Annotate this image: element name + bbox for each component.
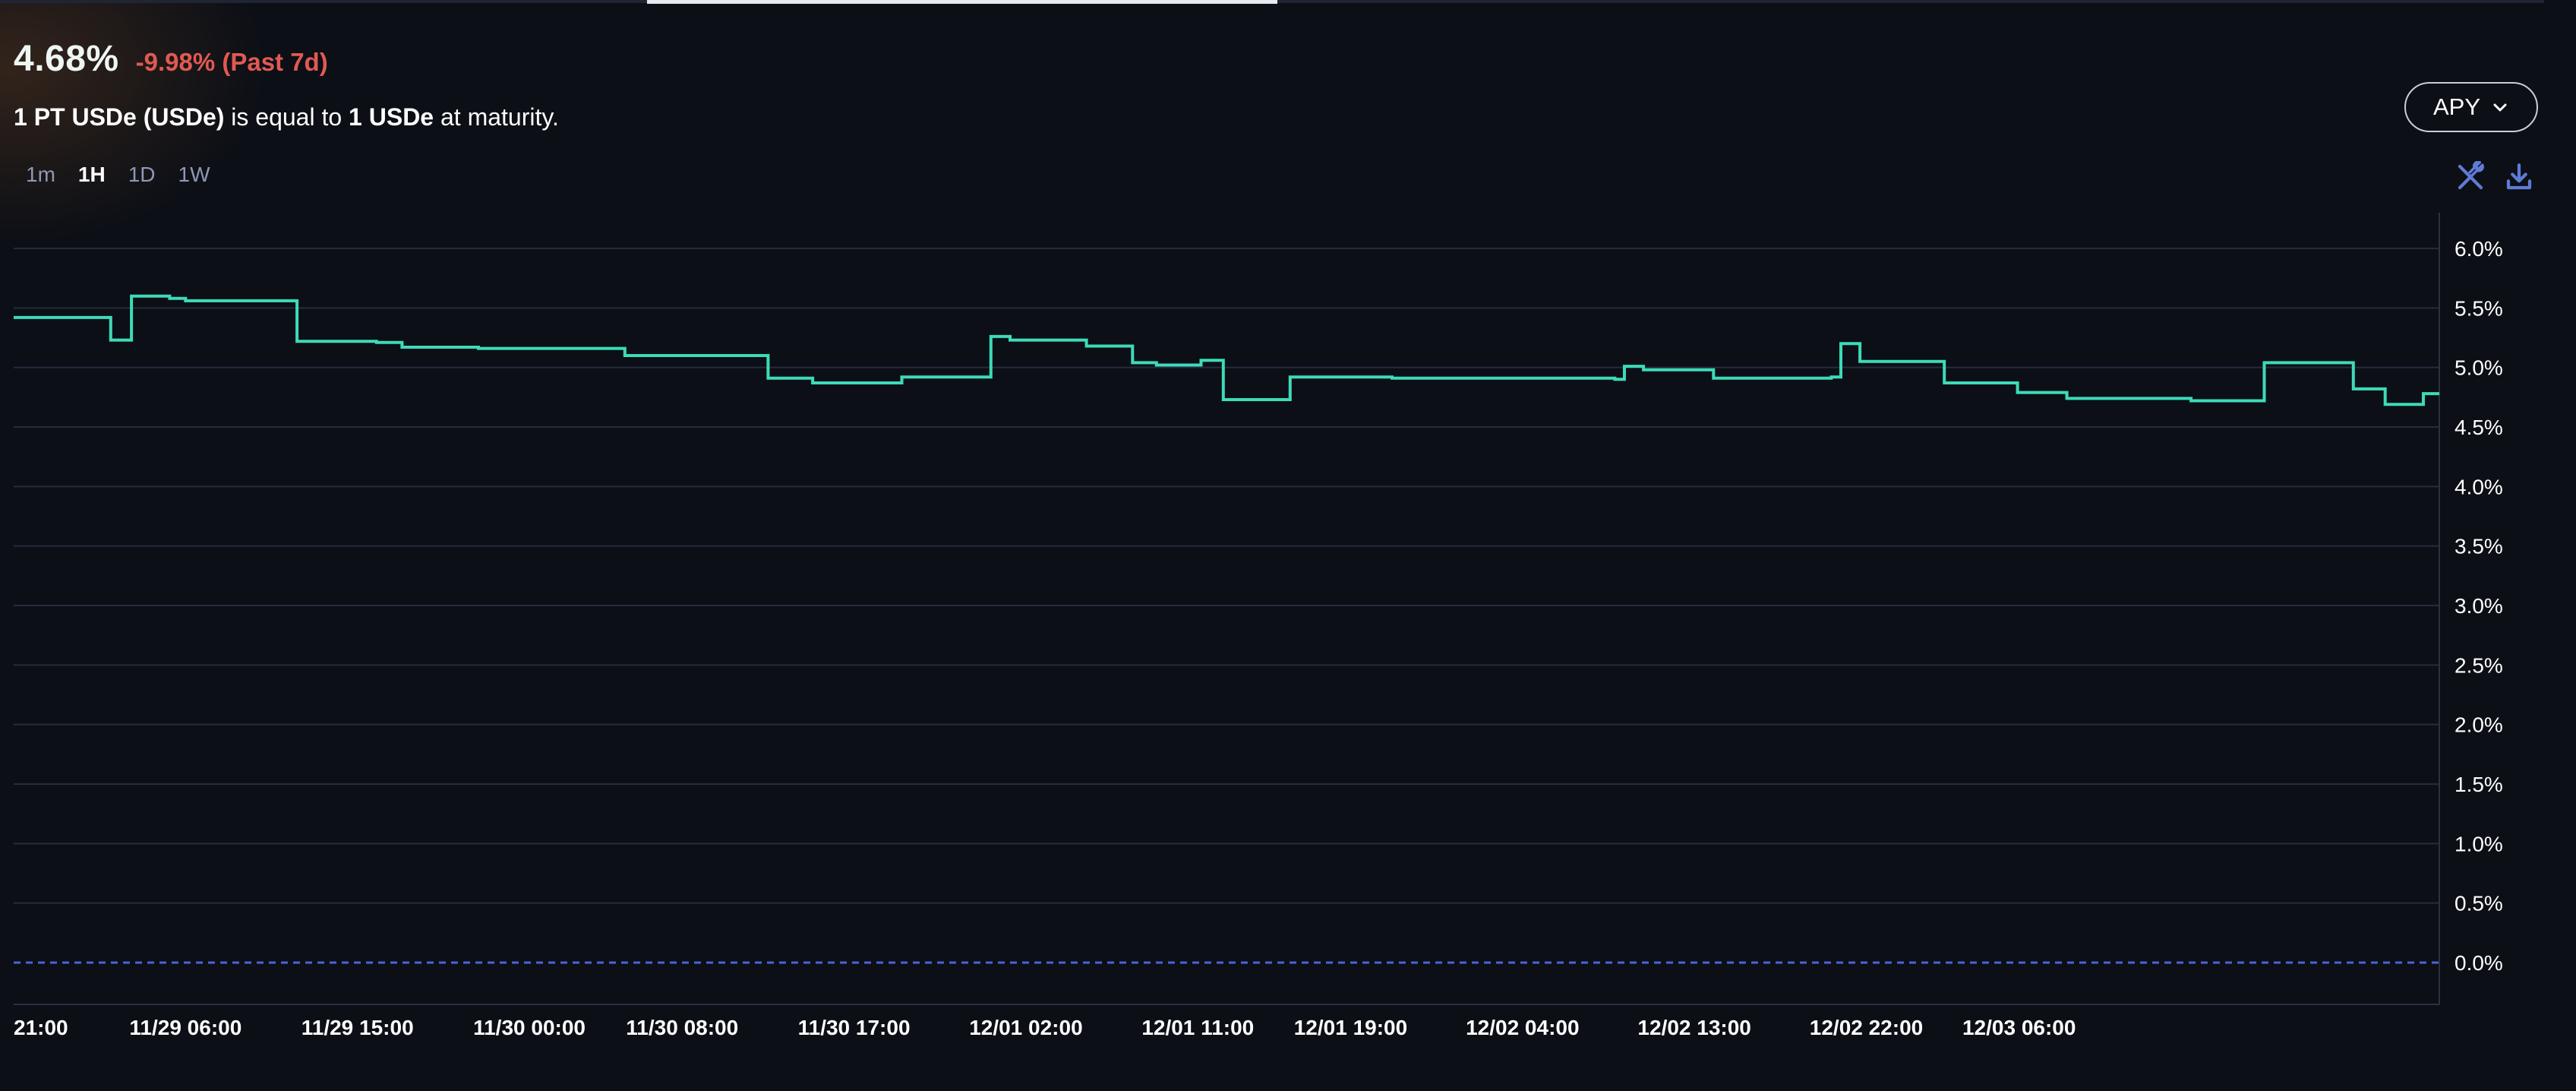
y-tick-label: 5.5% bbox=[2454, 296, 2503, 320]
x-tick-label: 12/02 04:00 bbox=[1466, 1016, 1579, 1039]
chevron-down-icon bbox=[2493, 103, 2507, 112]
pt-token-label: 1 PT USDe (USDe) bbox=[14, 103, 225, 131]
maturity-description: 1 PT USDe (USDe) is equal to 1 USDe at m… bbox=[14, 103, 559, 131]
y-tick-label: 6.0% bbox=[2454, 237, 2503, 261]
underlying-token-label: 1 USDe bbox=[349, 103, 434, 131]
y-tick-label: 5.0% bbox=[2454, 356, 2503, 380]
description-tail: at maturity. bbox=[434, 103, 559, 131]
y-axis-ticks: 0.0% 0.5% 1.0% 1.5% 2.0% 2.5% 3.0% 3.5% 4.0% 4.5%… bbox=[2454, 237, 2503, 975]
x-tick-label: 12/02 13:00 bbox=[1637, 1016, 1750, 1039]
y-tick-label: 0.5% bbox=[2454, 892, 2503, 915]
x-tick-label: 11/29 15:00 bbox=[301, 1016, 414, 1039]
x-tick-label: 12/03 06:00 bbox=[1962, 1016, 2076, 1039]
x-tick-label: 12/01 11:00 bbox=[1141, 1016, 1254, 1039]
y-tick-label: 3.5% bbox=[2454, 535, 2503, 558]
apy-change-7d: -9.98% (Past 7d) bbox=[135, 48, 328, 76]
y-tick-label: 3.0% bbox=[2454, 594, 2503, 618]
download-icon[interactable] bbox=[2503, 161, 2535, 193]
metric-dropdown-button[interactable]: APY bbox=[2404, 82, 2538, 132]
y-tick-label: 1.5% bbox=[2454, 773, 2503, 796]
y-tick-label: 1.0% bbox=[2454, 832, 2503, 855]
x-tick-label: 12/02 22:00 bbox=[1810, 1016, 1923, 1039]
chart-toolbar bbox=[2454, 161, 2535, 193]
interval-1d[interactable]: 1D bbox=[128, 163, 156, 186]
tools-icon[interactable] bbox=[2454, 161, 2486, 193]
tab-active-indicator bbox=[647, 0, 1277, 4]
x-tick-label: 11/30 00:00 bbox=[473, 1016, 586, 1039]
interval-selector: 1m 1H 1D 1W bbox=[26, 163, 210, 187]
y-tick-label: 2.0% bbox=[2454, 713, 2503, 737]
y-tick-label: 4.5% bbox=[2454, 416, 2503, 439]
current-apy-value: 4.68% bbox=[14, 39, 119, 79]
y-tick-label: 0.0% bbox=[2454, 951, 2503, 975]
x-tick-label: 12/01 19:00 bbox=[1294, 1016, 1407, 1039]
x-tick-label: 12/01 02:00 bbox=[969, 1016, 1082, 1039]
series-layer bbox=[14, 294, 2439, 406]
metric-dropdown-label: APY bbox=[2432, 93, 2481, 120]
x-tick-label: 11/29 06:00 bbox=[129, 1016, 242, 1039]
grid-lines bbox=[14, 213, 2440, 1005]
price-header: 4.68% -9.98% (Past 7d) bbox=[14, 38, 328, 80]
description-text: is equal to bbox=[224, 103, 349, 131]
interval-1w[interactable]: 1W bbox=[178, 163, 210, 186]
interval-1m[interactable]: 1m bbox=[26, 163, 55, 186]
y-tick-label: 2.5% bbox=[2454, 653, 2503, 677]
apy-series-line bbox=[14, 294, 2439, 406]
y-tick-label: 4.0% bbox=[2454, 475, 2503, 498]
x-tick-label: 21:00 bbox=[14, 1016, 68, 1039]
apy-chart: 0.0% 0.5% 1.0% 1.5% 2.0% 2.5% 3.0% 3.5% 4.0% 4.5%… bbox=[14, 213, 2503, 1039]
x-tick-label: 11/30 08:00 bbox=[626, 1016, 738, 1039]
x-tick-label: 11/30 17:00 bbox=[798, 1016, 911, 1039]
interval-1h[interactable]: 1H bbox=[77, 163, 106, 186]
x-axis-ticks: 21:00 11/29 06:00 11/29 15:00 11/30 00:00 11… bbox=[14, 1016, 2076, 1039]
